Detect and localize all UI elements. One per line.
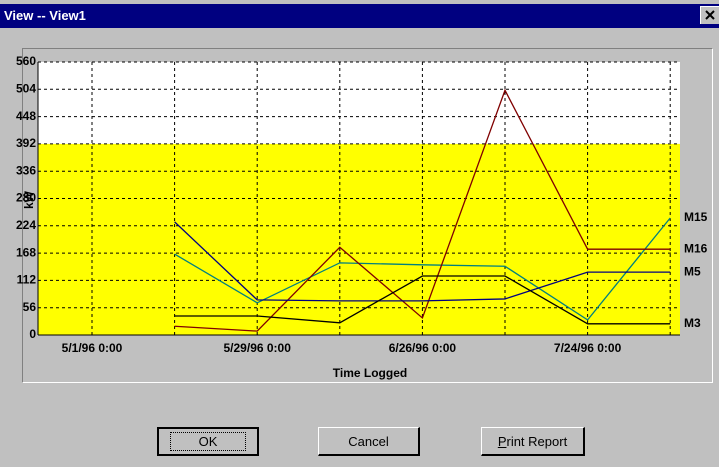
series-label: M3 xyxy=(684,316,701,330)
title-bar: View -- View1 xyxy=(0,4,719,28)
shaded-band xyxy=(38,143,680,335)
y-tick-label: 56 xyxy=(23,300,37,314)
x-axis-label: Time Logged xyxy=(333,366,407,380)
y-tick-label: 112 xyxy=(17,273,37,287)
print-report-button[interactable]: Print Report xyxy=(481,427,585,456)
x-tick-label: 5/29/96 0:00 xyxy=(224,341,292,355)
chart-frame xyxy=(22,48,713,383)
button-label: OK xyxy=(169,432,247,451)
close-icon xyxy=(705,10,715,20)
series-label: M15 xyxy=(684,210,708,224)
x-tick-label: 7/24/96 0:00 xyxy=(554,341,622,355)
chart: kW Time Logged 0 56 112 168 224 280 336 392 448 5… xyxy=(16,54,708,380)
series-label: M16 xyxy=(684,241,708,255)
ok-button[interactable]: OK xyxy=(157,427,259,456)
series-line xyxy=(174,217,671,321)
y-tick-label: 224 xyxy=(16,218,36,232)
y-tick-label: 392 xyxy=(16,136,36,150)
button-label: Cancel xyxy=(348,433,389,449)
button-label: Print Report xyxy=(497,433,568,449)
close-button[interactable] xyxy=(700,6,719,24)
y-tick-label: 280 xyxy=(16,191,36,205)
y-tick-label: 448 xyxy=(16,109,36,123)
y-tick-label: 336 xyxy=(16,163,36,177)
x-tick-label: 5/1/96 0:00 xyxy=(62,341,123,355)
y-tick-label: 0 xyxy=(29,327,36,341)
series-line xyxy=(174,221,671,302)
cancel-button[interactable]: Cancel xyxy=(318,427,420,456)
window-title: View -- View1 xyxy=(4,8,86,23)
x-tick-label: 6/26/96 0:00 xyxy=(389,341,457,355)
y-tick-label: 168 xyxy=(16,245,36,259)
y-axis-label: kW xyxy=(22,190,36,209)
series-line xyxy=(174,88,671,332)
series-line xyxy=(174,275,671,325)
y-tick-label: 560 xyxy=(16,54,36,68)
series-label: M5 xyxy=(684,264,701,278)
y-tick-label: 504 xyxy=(16,81,36,95)
